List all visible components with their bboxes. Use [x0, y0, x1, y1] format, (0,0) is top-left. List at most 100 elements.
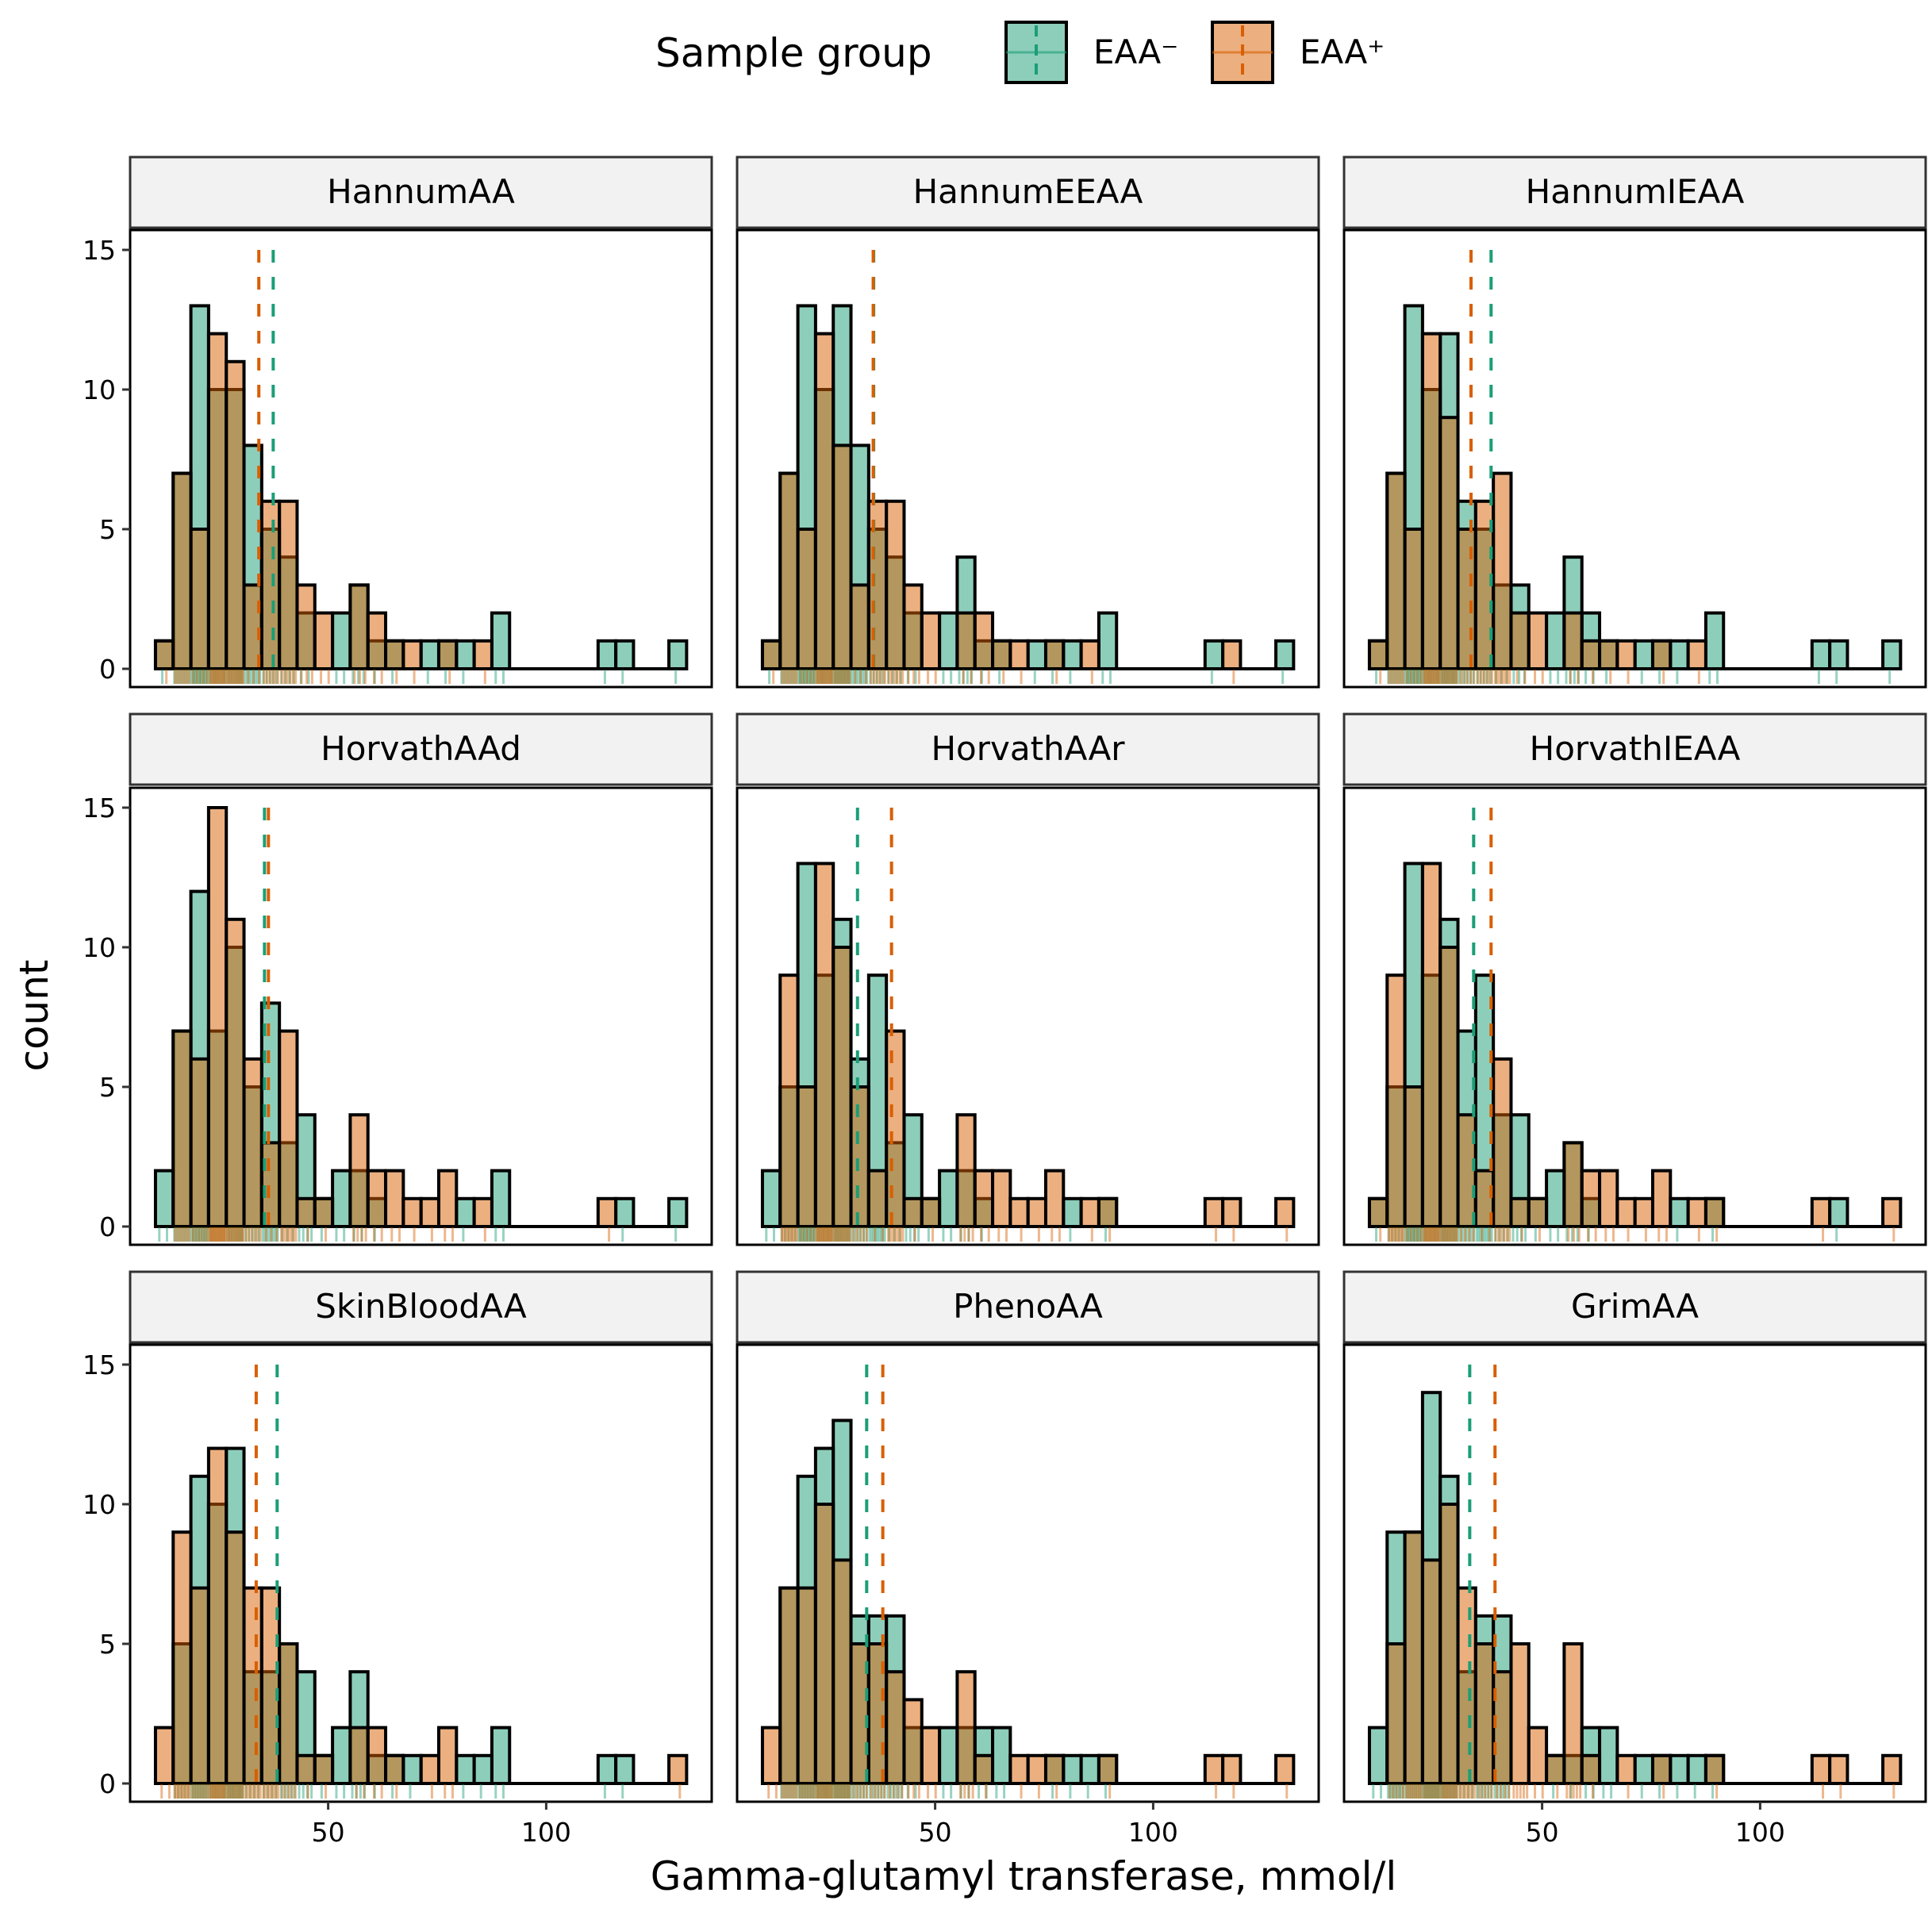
histogram-bar-eaa-neg	[1545, 611, 1566, 671]
facet-title: PhenoAA	[953, 1287, 1103, 1326]
histogram-bar-eaa-pos	[991, 1169, 1012, 1229]
histogram-bar-eaa-neg	[455, 1753, 476, 1785]
facet-strip	[736, 1270, 1320, 1344]
histogram-bar-eaa-pos	[866, 499, 889, 670]
facet-strip	[1342, 712, 1927, 786]
facet-PhenoAA: PhenoAA 50 100	[736, 1270, 1320, 1848]
histogram-bar-eaa-neg	[472, 1753, 494, 1785]
panel-plot-area: 0 5 10 15 50 100	[83, 1343, 713, 1848]
panel-border	[1342, 786, 1927, 1246]
histogram-bar-eaa-pos	[920, 1726, 942, 1786]
y-tick-label: 10	[83, 374, 116, 405]
histogram-bar-eaa-neg	[614, 639, 636, 670]
histogram-bar-eaa-neg	[1686, 1753, 1707, 1785]
histogram-bar-eaa-pos	[1828, 1753, 1849, 1785]
histogram-bar-eaa-pos	[401, 1196, 423, 1228]
histogram-bar-eaa-pos	[1026, 1196, 1047, 1228]
histogram-bar-eaa-pos	[813, 862, 835, 1229]
histogram-bar-eaa-pos	[1562, 611, 1584, 671]
histogram-bar-eaa-neg	[331, 1726, 352, 1786]
facet-title: HannumAA	[327, 172, 515, 211]
facet-title: HannumEEAA	[913, 172, 1143, 211]
histogram-bar-eaa-pos	[796, 1085, 817, 1228]
histogram-bar-eaa-pos	[1492, 471, 1513, 670]
panel-plot-area: 50 100	[1342, 1343, 1927, 1848]
facet-HorvathAAd: HorvathAAd 0 5 10 15	[83, 712, 713, 1246]
histogram-bar-eaa-neg	[1598, 1726, 1619, 1786]
y-tick-label: 5	[99, 1072, 116, 1103]
histogram-bar-eaa-pos	[189, 528, 210, 670]
histogram-bar-eaa-pos	[849, 1085, 870, 1228]
y-tick-label: 0	[99, 1211, 116, 1242]
histogram-bar-eaa-pos	[1367, 1196, 1389, 1228]
histogram-bar-eaa-pos	[348, 1113, 370, 1229]
histogram-bar-eaa-pos	[1615, 1753, 1637, 1785]
y-tick-label: 0	[99, 654, 116, 685]
histogram-bar-eaa-pos	[1580, 639, 1602, 670]
histogram-bar-eaa-pos	[259, 499, 282, 670]
facet-strip	[1342, 1270, 1927, 1344]
panel-plot-area	[1342, 228, 1927, 689]
histogram-bar-eaa-pos	[242, 1586, 263, 1785]
histogram-bar-eaa-pos	[1810, 1196, 1832, 1228]
histogram-bar-eaa-pos	[1008, 639, 1030, 670]
histogram-bar-eaa-neg	[153, 1169, 175, 1229]
histogram-bar-eaa-neg	[1828, 639, 1849, 670]
histogram-bar-eaa-pos	[1221, 1753, 1243, 1785]
panel-border	[736, 786, 1320, 1246]
histogram-bar-eaa-pos	[1527, 611, 1549, 671]
histogram-bar-eaa-pos	[1420, 1558, 1442, 1785]
histogram-bar-eaa-pos	[1420, 332, 1442, 670]
histogram-bar-eaa-pos	[472, 639, 494, 670]
histogram-bar-eaa-pos	[206, 1446, 229, 1785]
facet-title: SkinBloodAA	[315, 1287, 527, 1326]
histogram-bar-eaa-pos	[1008, 1753, 1030, 1785]
panel-border	[1342, 1343, 1927, 1803]
histogram-bar-eaa-pos	[866, 1169, 889, 1229]
panel-plot-area	[736, 786, 1320, 1246]
histogram-bar-eaa-pos	[1509, 611, 1531, 671]
histogram-bar-eaa-pos	[1580, 1753, 1602, 1785]
histogram-bar-eaa-pos	[189, 1057, 210, 1228]
histogram-bar-eaa-neg	[1828, 1196, 1849, 1228]
histogram-bar-eaa-pos	[1403, 1530, 1424, 1785]
histogram-bar-eaa-pos	[1043, 639, 1066, 670]
facet-strip	[129, 155, 713, 229]
legend-label-eaa-pos: EAA⁺	[1300, 33, 1385, 71]
histogram-bar-eaa-neg	[1810, 639, 1832, 670]
histogram-bar-eaa-pos	[902, 1698, 924, 1785]
histogram-bar-eaa-pos	[384, 639, 405, 670]
histogram-bar-eaa-pos	[849, 583, 870, 670]
facet-HannumEEAA: HannumEEAA	[736, 155, 1320, 689]
histogram-bar-eaa-pos	[313, 1196, 335, 1228]
histogram-bar-eaa-pos	[778, 471, 800, 670]
histogram-bar-eaa-neg	[401, 1753, 423, 1785]
histogram-bar-eaa-neg	[1274, 639, 1296, 670]
histogram-bar-eaa-neg	[1203, 639, 1225, 670]
y-axis-title: count	[11, 959, 57, 1071]
facet-GrimAA: GrimAA 50 100	[1342, 1270, 1927, 1848]
histogram-bar-eaa-pos	[1079, 639, 1100, 670]
histogram-bar-eaa-neg	[667, 1196, 689, 1228]
histogram-bar-eaa-neg	[490, 1726, 512, 1786]
histogram-bar-eaa-pos	[955, 1113, 977, 1229]
histogram-bar-eaa-pos	[348, 583, 370, 670]
histogram-bar-eaa-pos	[1438, 416, 1460, 670]
histogram-bar-eaa-pos	[1598, 639, 1619, 670]
histogram-bar-eaa-pos	[366, 1726, 388, 1786]
histogram-bar-eaa-pos	[596, 1196, 618, 1228]
histogram-bar-eaa-pos	[189, 1586, 210, 1785]
panel-border	[736, 228, 1320, 689]
histogram-bar-eaa-neg	[938, 611, 959, 671]
histogram-bar-eaa-pos	[295, 1196, 317, 1228]
facet-strip	[129, 1270, 713, 1344]
histogram-bar-eaa-pos	[206, 332, 229, 670]
histogram-bar-eaa-neg	[938, 1169, 959, 1229]
x-tick-label: 50	[312, 1817, 345, 1848]
histogram-bar-eaa-pos	[384, 1753, 405, 1785]
histogram-bar-eaa-pos	[295, 1753, 317, 1785]
histogram-bar-eaa-neg	[419, 639, 440, 670]
histogram-bar-eaa-pos	[1562, 1141, 1584, 1228]
histogram-bar-eaa-pos	[1203, 1196, 1225, 1228]
facet-strip	[736, 712, 1320, 786]
